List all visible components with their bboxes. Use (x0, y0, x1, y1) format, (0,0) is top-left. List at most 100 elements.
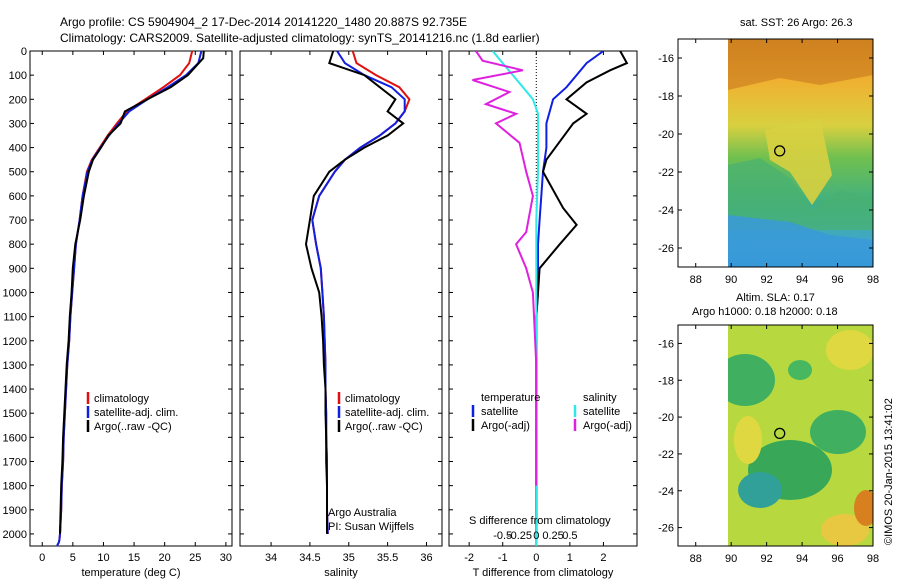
x-tick-label: 25 (189, 552, 201, 564)
side-stamp: ©IMOS 20-Jan-2015 13:41:02 (883, 398, 895, 545)
y-tick-label: 1800 (3, 481, 27, 493)
lon-tick-label: 90 (725, 274, 737, 286)
y-tick-label: 1700 (3, 456, 27, 468)
x-tick-label: 5 (70, 552, 76, 564)
x-axis-label: temperature (deg C) (81, 567, 180, 579)
legend-argo: Argo(..raw -QC) (345, 421, 423, 433)
difference-legend: temperature salinity satellite Argo(-adj… (471, 392, 632, 432)
sla-map (728, 325, 873, 546)
x-tick-label: 34.5 (299, 552, 320, 564)
y-tick-label: 0 (21, 46, 27, 58)
header-line1: Argo profile: CS 5904904_2 17-Dec-2014 2… (60, 15, 467, 29)
credit-line2: PI: Susan Wijffels (328, 521, 414, 533)
salinity-difference-tick-label: -0.25 (507, 530, 532, 542)
lat-tick-label: -22 (658, 167, 674, 179)
sst-argo-marker (774, 145, 786, 157)
lat-tick-label: -24 (658, 205, 674, 217)
x-tick-label: 36 (420, 552, 432, 564)
series-line-salinity-argo-adj (472, 51, 538, 486)
x-tick-label: 15 (128, 552, 140, 564)
lon-tick-label: 92 (761, 553, 773, 565)
lon-tick-label: 96 (831, 553, 843, 565)
sla-map-title1: Altim. SLA: 0.17 (736, 292, 815, 304)
lon-tick-label: 88 (690, 274, 702, 286)
lat-tick-label: -20 (658, 412, 674, 424)
lon-tick-label: 94 (796, 274, 808, 286)
y-tick-label: 2000 (3, 529, 27, 541)
y-tick-label: 500 (9, 167, 27, 179)
salinity-difference-label: S difference from climatology (469, 515, 611, 527)
series-line-argo-raw-qc (59, 50, 205, 534)
sla-green-b (810, 410, 866, 454)
sst-blue-patch (728, 215, 873, 267)
y-tick-label: 1600 (3, 432, 27, 444)
lon-tick-label: 98 (867, 274, 879, 286)
x-tick-label: 0 (39, 552, 45, 564)
lon-tick-label: 90 (725, 553, 737, 565)
lat-tick-label: -26 (658, 523, 674, 535)
x-tick-label: -2 (464, 552, 474, 564)
y-tick-label: 300 (9, 118, 27, 130)
legend-sal-argo: Argo(-adj) (583, 420, 632, 432)
x-tick-label: 0 (533, 552, 539, 564)
series-line-argo-raw-qc (304, 50, 405, 534)
sla-orange-a (854, 490, 873, 526)
legend-satellite: satellite-adj. clim. (345, 407, 429, 419)
x-axis-label: salinity (324, 567, 358, 579)
y-tick-label: 1200 (3, 336, 27, 348)
y-tick-label: 1100 (3, 312, 27, 324)
lon-tick-label: 88 (690, 553, 702, 565)
sst-map-title: sat. SST: 26 Argo: 26.3 (740, 17, 853, 29)
sla-map-frame (677, 324, 874, 547)
y-tick-label: 1300 (3, 360, 27, 372)
x-axis-label: T difference from climatology (473, 567, 614, 579)
legend-temp-argo: Argo(-adj) (481, 420, 530, 432)
sla-blue-a (738, 472, 782, 508)
series-line-temperature-satellite (535, 51, 604, 546)
x-tick-label: 34 (265, 552, 277, 564)
y-tick-label: 1400 (3, 384, 27, 396)
x-tick-label: -1 (498, 552, 508, 564)
sla-argo-marker (774, 427, 786, 440)
salinity-panel (239, 50, 443, 547)
y-tick-label: 100 (9, 70, 27, 82)
y-tick-label: 700 (9, 215, 27, 227)
salinity-legend: climatology satellite-adj. clim. Argo(..… (337, 392, 429, 433)
salinity-difference-tick-label: 0.25 (542, 530, 563, 542)
x-tick-label: 1 (567, 552, 573, 564)
temperature-legend: climatology satellite-adj. clim. Argo(..… (86, 392, 178, 433)
x-tick-label: 2 (600, 552, 606, 564)
x-tick-label: 30 (220, 552, 232, 564)
sla-green-a (728, 354, 775, 406)
sla-map-title2: Argo h1000: 0.18 h2000: 0.18 (692, 306, 838, 318)
lat-tick-label: -16 (658, 338, 674, 350)
lat-tick-label: -20 (658, 129, 674, 141)
lon-tick-label: 98 (867, 553, 879, 565)
lat-tick-label: -24 (658, 486, 674, 498)
lon-tick-label: 96 (831, 274, 843, 286)
lat-tick-label: -18 (658, 375, 674, 387)
series-line-climatology (56, 50, 194, 546)
legend-salinity: salinity (583, 392, 617, 404)
sla-yellow-c (821, 514, 869, 546)
header-line2: Climatology: CARS2009. Satellite-adjuste… (60, 31, 540, 45)
legend-climatology: climatology (345, 393, 401, 405)
y-tick-label: 600 (9, 191, 27, 203)
lon-tick-label: 92 (761, 274, 773, 286)
sst-map (728, 39, 873, 267)
temperature-panel (29, 50, 233, 547)
lat-tick-label: -18 (658, 91, 674, 103)
y-tick-label: 200 (9, 94, 27, 106)
series-line-temperature-argo-adj (535, 51, 629, 534)
salinity-difference-tick-label: 0.5 (562, 530, 577, 542)
sla-yellow-a (826, 330, 873, 370)
y-tick-label: 1500 (3, 408, 27, 420)
legend-temp-satellite: satellite (481, 406, 518, 418)
x-tick-label: 20 (159, 552, 171, 564)
lat-tick-label: -26 (658, 243, 674, 255)
credit-line1: Argo Australia (328, 507, 397, 519)
salinity-difference-ticks: -0.5-0.25 0 0.250.5 (493, 530, 577, 542)
sla-yellow-b (734, 416, 762, 464)
sst-warm-patch (728, 39, 873, 90)
y-tick-label: 400 (9, 143, 27, 155)
